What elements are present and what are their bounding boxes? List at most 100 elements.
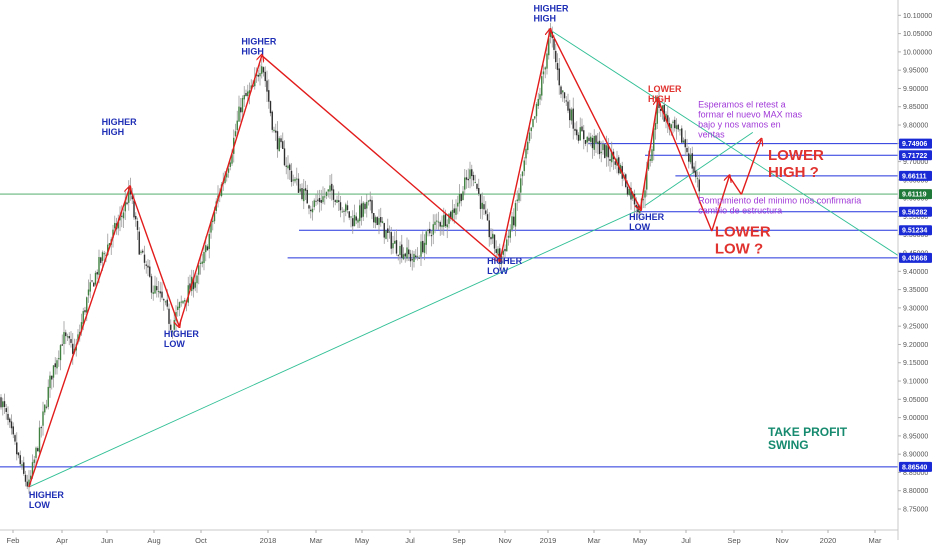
price-tick-label: 9.10000 <box>903 379 928 386</box>
annotation-line: HIGHER <box>629 212 665 222</box>
candle-body <box>530 127 532 132</box>
candle-body <box>395 240 398 254</box>
candle-body <box>474 182 476 184</box>
projection-segment <box>711 176 729 232</box>
time-tick-label: Jun <box>101 536 113 545</box>
candle-body <box>283 148 286 166</box>
candle-body <box>672 121 674 123</box>
candle-body <box>605 145 608 157</box>
candle-body <box>128 187 130 203</box>
candle-body <box>247 91 249 97</box>
candle-body <box>112 229 114 239</box>
candle-body <box>310 209 312 212</box>
candle-body <box>539 94 541 100</box>
price-tick-label: 8.80000 <box>903 488 928 495</box>
candle-body <box>100 257 102 263</box>
candle-body <box>318 198 321 203</box>
candle-body <box>320 200 322 203</box>
annotation-line: HIGH <box>241 47 264 57</box>
candle-body <box>86 297 88 313</box>
candle-body <box>371 200 373 214</box>
candle-body <box>14 435 16 442</box>
time-tick-label: Nov <box>775 536 789 545</box>
candle-body <box>665 113 667 121</box>
candle-body <box>402 254 405 260</box>
candle-body <box>677 124 679 130</box>
candle-body <box>9 418 11 423</box>
candle-body <box>114 222 116 229</box>
candle-body <box>198 265 200 275</box>
candle-body <box>150 276 153 293</box>
annotation-label: HIGHER LOW <box>487 256 523 276</box>
candle-body <box>513 216 515 226</box>
candle-body <box>390 232 392 249</box>
candle-body <box>471 169 473 177</box>
candle-body <box>366 201 368 209</box>
candle-body <box>346 205 349 210</box>
annotation-line: cambio de estructura <box>698 206 782 216</box>
trendline <box>549 29 901 258</box>
annotation-line: LOW ? <box>715 241 763 258</box>
candle-body <box>609 159 611 161</box>
candle-body <box>394 240 396 244</box>
price-level-tag <box>899 138 932 149</box>
candle-body <box>453 208 455 213</box>
price-tick-label: 8.90000 <box>903 452 928 459</box>
candle-body <box>282 141 284 149</box>
projection-segment <box>657 99 713 232</box>
candle-body <box>257 74 259 77</box>
candle-body <box>241 97 244 113</box>
price-tick-label: 9.00000 <box>903 415 928 422</box>
annotation-label: LOWER HIGH ? <box>768 147 824 181</box>
candle-body <box>299 188 301 192</box>
candle-body <box>646 169 648 190</box>
candle-body <box>492 233 494 239</box>
price-tick-label: 9.15000 <box>903 360 928 367</box>
candle-body <box>243 94 245 100</box>
price-axis[interactable]: 10.10000 10.05000 10.00000 9.95000 9.90000 9.… <box>897 0 932 550</box>
candle-body <box>269 101 272 114</box>
candle-body <box>425 231 427 245</box>
candle-body <box>131 195 133 200</box>
candle-body <box>152 292 154 294</box>
annotation-line: HIGHER <box>102 117 138 127</box>
candle-body <box>542 71 545 75</box>
candle-body <box>443 215 445 227</box>
time-tick-label: Mar <box>869 536 882 545</box>
candle-body <box>292 179 294 181</box>
candle-body <box>61 344 63 346</box>
price-level-tag <box>899 252 932 263</box>
price-level-tag <box>899 225 932 236</box>
candle-body <box>516 199 518 202</box>
candle-body <box>304 188 307 191</box>
candle-body <box>289 164 291 171</box>
candle-body <box>58 358 60 360</box>
candle-body <box>416 256 419 258</box>
candle-body <box>0 397 2 408</box>
candle-body <box>315 200 317 202</box>
zigzag-path <box>28 30 761 488</box>
candle-body <box>145 264 147 266</box>
time-axis[interactable]: Feb Apr Jun Aug Oct 2018 Mar May Jul Sep Nov 2019 Ma… <box>0 529 898 545</box>
candle-body <box>84 310 86 313</box>
annotation-line: HIGH <box>533 14 556 24</box>
price-level-tag <box>899 189 932 200</box>
candle-body <box>52 365 55 378</box>
price-level-tag-label: 9.56282 <box>902 209 927 216</box>
candle-body <box>695 170 697 178</box>
price-level-tag-label: 9.61119 <box>902 192 927 199</box>
candle-body <box>653 128 655 151</box>
candle-body <box>460 193 462 202</box>
annotation-line: Rompimiento del minimo nos confirmaria <box>698 196 861 206</box>
candle-body <box>614 161 616 165</box>
candle-body <box>266 80 268 92</box>
candle-body <box>164 301 167 303</box>
time-tick-label: May <box>355 536 369 545</box>
candle-body <box>49 375 51 389</box>
candle-body <box>184 300 186 302</box>
price-level-tag <box>899 170 932 181</box>
annotation-line: LOW <box>164 339 185 349</box>
